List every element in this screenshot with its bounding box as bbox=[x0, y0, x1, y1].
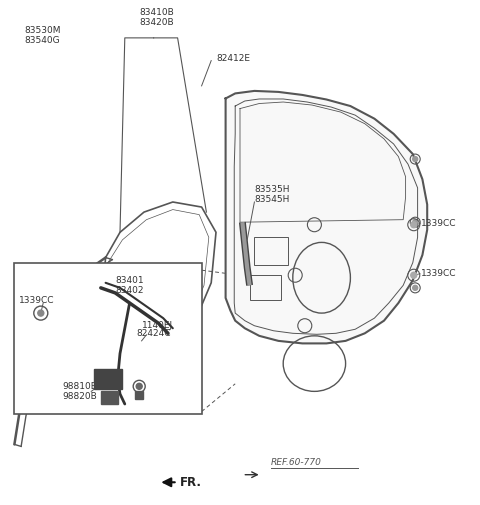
Circle shape bbox=[413, 220, 418, 225]
Bar bbox=[254, 237, 288, 265]
Circle shape bbox=[411, 272, 417, 278]
Text: 82412E: 82412E bbox=[216, 54, 250, 63]
Text: 1339CC: 1339CC bbox=[420, 219, 456, 228]
Text: REF.60-770: REF.60-770 bbox=[271, 458, 322, 467]
Text: FR.: FR. bbox=[180, 476, 202, 489]
Text: 82424C: 82424C bbox=[137, 329, 171, 338]
Text: 98810B
98820B: 98810B 98820B bbox=[62, 382, 97, 401]
Circle shape bbox=[411, 222, 417, 228]
Text: 1339CC: 1339CC bbox=[19, 296, 55, 305]
Text: 1140EJ: 1140EJ bbox=[142, 321, 173, 330]
Bar bbox=[250, 275, 281, 300]
Bar bbox=[135, 391, 143, 399]
Circle shape bbox=[136, 383, 142, 389]
Text: 83535H
83545H: 83535H 83545H bbox=[254, 185, 290, 204]
Circle shape bbox=[413, 157, 418, 162]
Circle shape bbox=[38, 310, 44, 316]
Bar bbox=[94, 369, 122, 389]
Bar bbox=[14, 263, 202, 414]
Circle shape bbox=[144, 285, 149, 291]
Text: 83410B
83420B: 83410B 83420B bbox=[139, 8, 174, 27]
Bar bbox=[101, 391, 118, 404]
Text: 83401
83402: 83401 83402 bbox=[115, 276, 144, 295]
Circle shape bbox=[413, 285, 418, 290]
Text: 1339CC: 1339CC bbox=[420, 269, 456, 278]
Polygon shape bbox=[226, 91, 427, 343]
Text: 83530M
83540G: 83530M 83540G bbox=[24, 26, 60, 45]
